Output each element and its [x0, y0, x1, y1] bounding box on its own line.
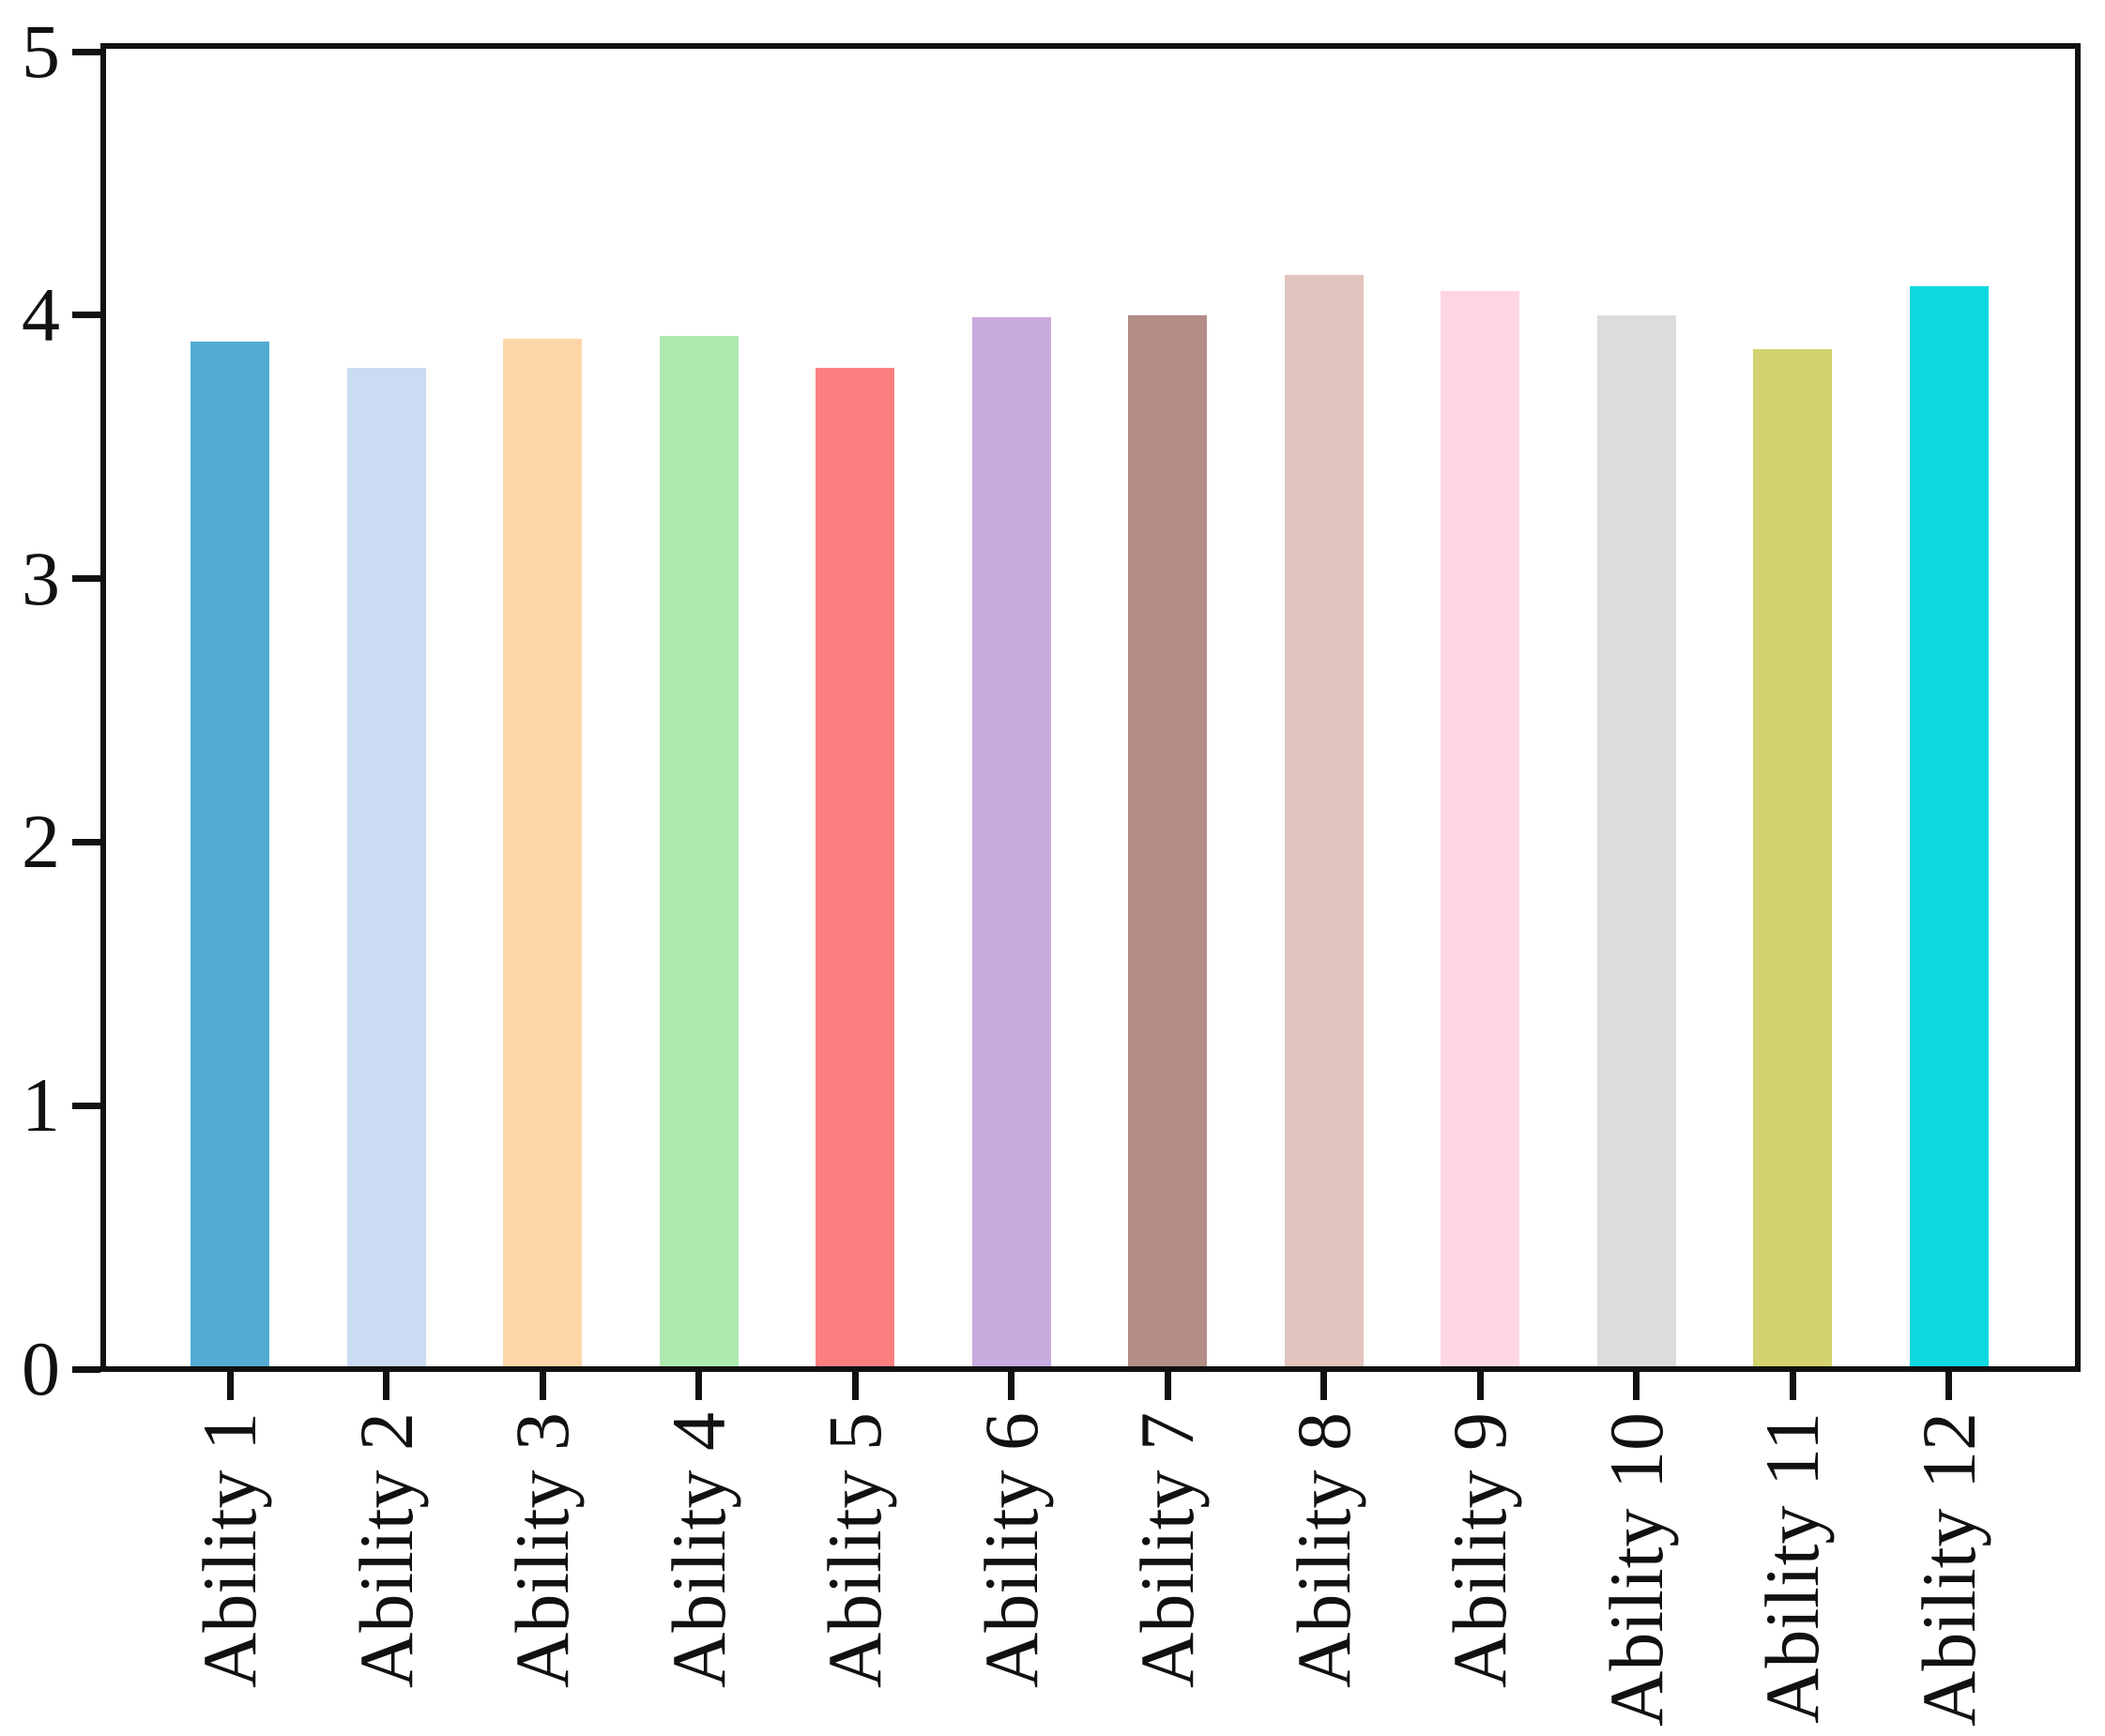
- x-axis-tick-1: [226, 1372, 234, 1400]
- x-axis-tick-label-4: Ability 4: [655, 1412, 741, 1688]
- x-axis-tick-label-11: Ability 11: [1749, 1412, 1835, 1724]
- y-axis-tick-label-0: 0: [22, 1326, 60, 1411]
- x-axis-tick-6: [1008, 1372, 1014, 1400]
- x-axis-tick-9: [1476, 1372, 1484, 1400]
- y-axis-tick-label-1: 1: [22, 1062, 60, 1149]
- bar-ability-3: [503, 339, 582, 1366]
- bar-ability-12: [1909, 286, 1989, 1366]
- bar-ability-6: [971, 317, 1051, 1366]
- y-axis-tick-label-5: 5: [22, 8, 60, 94]
- x-axis-tick-8: [1320, 1372, 1327, 1400]
- y-axis-tick-2: [72, 838, 100, 845]
- y-axis-tick-label-4: 4: [22, 271, 60, 358]
- x-axis-tick-4: [695, 1372, 702, 1400]
- x-axis-tick-label-3: Ability 3: [499, 1412, 585, 1688]
- bar-ability-7: [1128, 315, 1207, 1366]
- bar-ability-1: [191, 342, 269, 1366]
- plot-area: [100, 43, 2081, 1372]
- x-axis-tick-label-8: Ability 8: [1280, 1412, 1366, 1688]
- y-axis-tick-label-2: 2: [22, 799, 60, 885]
- x-axis-tick-3: [539, 1372, 546, 1400]
- x-axis-tick-10: [1633, 1372, 1640, 1400]
- x-axis-tick-11: [1789, 1372, 1796, 1400]
- bar-ability-8: [1284, 275, 1364, 1366]
- x-axis-tick-label-6: Ability 6: [968, 1412, 1054, 1688]
- bar-ability-9: [1441, 291, 1519, 1366]
- y-axis-tick-5: [72, 48, 100, 55]
- x-axis-tick-label-9: Ability 9: [1437, 1412, 1522, 1688]
- y-axis-tick-3: [72, 575, 100, 583]
- y-axis-tick-label-3: 3: [22, 535, 60, 621]
- y-axis-tick-4: [72, 312, 100, 319]
- x-axis-tick-label-7: Ability 7: [1124, 1412, 1210, 1688]
- bar-ability-4: [659, 336, 739, 1366]
- x-axis-tick-12: [1945, 1372, 1952, 1400]
- x-axis-tick-7: [1164, 1372, 1171, 1400]
- bar-ability-5: [816, 368, 894, 1366]
- x-axis-tick-label-5: Ability 5: [812, 1412, 897, 1688]
- bar-ability-2: [346, 368, 426, 1366]
- y-axis-tick-0: [72, 1365, 100, 1373]
- x-axis-tick-label-2: Ability 2: [343, 1412, 429, 1688]
- bar-ability-11: [1753, 349, 1832, 1366]
- x-axis-tick-label-12: Ability 12: [1905, 1412, 1991, 1727]
- x-axis-tick-5: [851, 1372, 859, 1400]
- x-axis-tick-label-10: Ability 10: [1593, 1412, 1679, 1727]
- bar-ability-10: [1596, 315, 1676, 1366]
- x-axis-tick-2: [383, 1372, 389, 1400]
- y-axis-tick-1: [72, 1102, 100, 1109]
- x-axis-tick-label-1: Ability 1: [187, 1412, 272, 1688]
